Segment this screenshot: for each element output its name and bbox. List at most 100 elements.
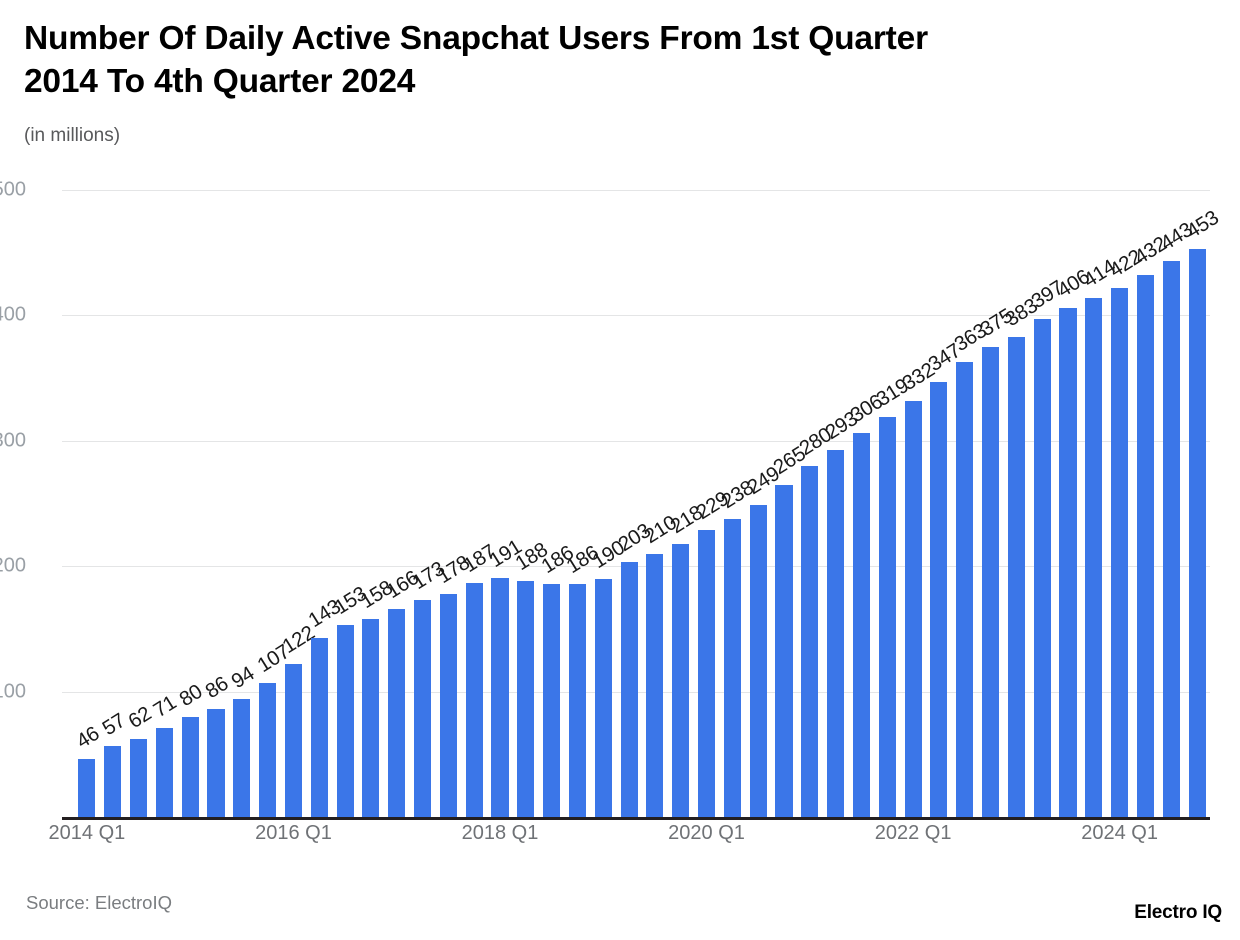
bar[interactable] — [723, 518, 741, 817]
bar-group[interactable]: 166 — [382, 190, 422, 817]
bar-group[interactable]: 107 — [253, 190, 293, 817]
bar[interactable] — [284, 664, 302, 817]
bar[interactable] — [878, 416, 896, 817]
bar[interactable] — [672, 543, 690, 817]
bar[interactable] — [207, 709, 225, 817]
bar[interactable] — [517, 581, 535, 817]
bar[interactable] — [181, 716, 199, 817]
y-axis-tick-label: 200 — [0, 554, 26, 577]
bar[interactable] — [78, 759, 96, 817]
page-title: Number Of Daily Active Snapchat Users Fr… — [24, 20, 928, 100]
bar[interactable] — [1033, 319, 1051, 817]
bar-group[interactable]: 188 — [511, 190, 552, 817]
bar[interactable] — [852, 433, 870, 817]
bar[interactable] — [336, 625, 354, 817]
bar[interactable] — [130, 739, 148, 817]
bar-group[interactable]: 80 — [175, 190, 206, 817]
bar-group[interactable]: 46 — [72, 190, 103, 817]
bar[interactable] — [104, 745, 122, 817]
y-axis-tick-label: 100 — [0, 680, 26, 703]
bar-group[interactable]: 178 — [434, 190, 474, 817]
bar[interactable] — [543, 583, 561, 817]
bar-group[interactable]: 71 — [150, 190, 181, 817]
bar-group[interactable]: 375 — [976, 190, 1016, 817]
bar[interactable] — [310, 637, 328, 817]
bar-group[interactable]: 191 — [485, 190, 526, 817]
bar-group[interactable]: 319 — [873, 190, 913, 817]
bar[interactable] — [749, 504, 767, 817]
bar-group[interactable]: 210 — [640, 190, 681, 817]
bar-group[interactable]: 347 — [924, 190, 965, 817]
bar-group[interactable]: 86 — [201, 190, 232, 817]
bar[interactable] — [491, 577, 509, 817]
bar-group[interactable]: 293 — [821, 190, 861, 817]
bar[interactable] — [388, 608, 406, 817]
bar-group[interactable]: 383 — [1002, 190, 1042, 817]
bar[interactable] — [155, 727, 173, 817]
bar-group[interactable]: 306 — [847, 190, 887, 817]
bar-value-label: 46 — [72, 722, 104, 754]
bar[interactable] — [982, 346, 1000, 817]
plot-area: 100200300400500 465762718086941071221431… — [0, 179, 1240, 820]
bar-group[interactable]: 280 — [795, 190, 836, 817]
bar[interactable] — [1162, 261, 1180, 817]
bar-group[interactable]: 332 — [898, 190, 939, 817]
bar-group[interactable]: 422 — [1105, 190, 1145, 817]
bar[interactable] — [646, 553, 664, 817]
bar[interactable] — [956, 361, 974, 817]
bar[interactable] — [1059, 307, 1077, 817]
bar-group[interactable]: 432 — [1131, 190, 1171, 817]
gridline — [62, 315, 1210, 317]
bar[interactable] — [362, 618, 380, 817]
bar-group[interactable]: 203 — [614, 190, 655, 817]
bar-group[interactable]: 186 — [563, 190, 603, 817]
bar[interactable] — [930, 381, 948, 817]
bar[interactable] — [801, 465, 819, 817]
bar[interactable] — [775, 484, 793, 817]
bar[interactable] — [1085, 297, 1103, 817]
bar[interactable] — [1111, 287, 1129, 817]
bar-group[interactable]: 406 — [1053, 190, 1094, 817]
bar-group[interactable]: 229 — [692, 190, 732, 817]
bar[interactable] — [259, 682, 277, 817]
bar[interactable] — [827, 449, 845, 817]
bar[interactable] — [698, 529, 716, 817]
bar[interactable] — [233, 699, 251, 817]
bar-group[interactable]: 265 — [769, 190, 810, 817]
bar-group[interactable]: 397 — [1027, 190, 1068, 817]
bar[interactable] — [568, 583, 586, 817]
bar-group[interactable]: 238 — [718, 190, 758, 817]
bar-group[interactable]: 173 — [408, 190, 448, 817]
bar-group[interactable]: 414 — [1079, 190, 1120, 817]
bar-group[interactable]: 443 — [1157, 190, 1197, 817]
bar-group[interactable]: 122 — [279, 190, 319, 817]
bar-group[interactable]: 186 — [537, 190, 577, 817]
bar[interactable] — [1188, 248, 1206, 817]
chart-footer: Source: ElectroIQ Electro IQ — [0, 880, 1240, 940]
bar-group[interactable]: 57 — [98, 190, 129, 817]
bar-group[interactable]: 249 — [743, 190, 784, 817]
bar-group[interactable]: 363 — [950, 190, 990, 817]
bar-group[interactable]: 190 — [589, 190, 629, 817]
chart-header: Number Of Daily Active Snapchat Users Fr… — [24, 18, 1184, 145]
bar-group[interactable]: 62 — [124, 190, 155, 817]
bar[interactable] — [1136, 275, 1154, 817]
bar-group[interactable]: 187 — [459, 190, 500, 817]
bar-group[interactable]: 153 — [330, 190, 371, 817]
bar-group[interactable]: 453 — [1182, 190, 1223, 817]
bar-group[interactable]: 218 — [666, 190, 706, 817]
bar[interactable] — [1007, 336, 1025, 817]
bar[interactable] — [465, 582, 483, 817]
bar-group[interactable]: 158 — [356, 190, 397, 817]
gridline — [62, 440, 1210, 442]
bar[interactable] — [439, 593, 457, 817]
bar[interactable] — [904, 400, 922, 817]
bar-value-label: 94 — [227, 662, 259, 694]
bar-group[interactable]: 94 — [227, 190, 258, 817]
x-axis-tick-label: 2018 Q1 — [461, 822, 539, 844]
bar[interactable] — [594, 578, 612, 817]
bar[interactable] — [414, 600, 432, 817]
bar[interactable] — [620, 562, 638, 817]
bar-group[interactable]: 143 — [305, 190, 345, 817]
